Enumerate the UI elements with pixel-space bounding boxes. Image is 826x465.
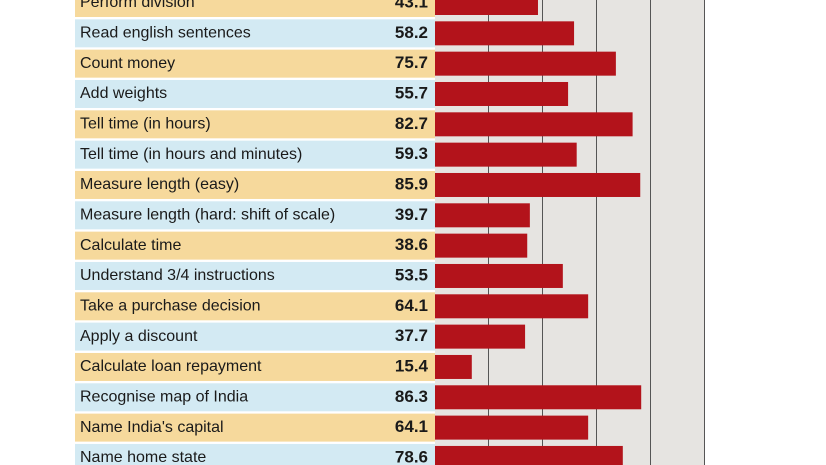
row-background: [75, 383, 435, 412]
row-background: [75, 19, 435, 48]
category-label: Calculate time: [80, 237, 181, 254]
value-label: 39.7: [395, 205, 428, 224]
value-label: 86.3: [395, 387, 428, 406]
value-label: 55.7: [395, 83, 428, 102]
value-label: 43.1: [395, 0, 428, 11]
bar: [435, 203, 530, 228]
category-label: Recognise map of India: [80, 389, 248, 406]
category-label: Take a purchase decision: [80, 298, 261, 315]
bar: [435, 81, 569, 106]
bar: [435, 445, 623, 465]
category-label: Measure length (easy): [80, 176, 239, 193]
row-background: [75, 231, 435, 260]
category-label: Add weights: [80, 85, 167, 102]
bar: [435, 112, 633, 137]
value-label: 53.5: [395, 265, 428, 284]
value-label: 37.7: [395, 326, 428, 345]
bar: [435, 385, 642, 410]
value-label: 15.4: [395, 356, 429, 375]
bar: [435, 21, 575, 46]
bar: [435, 233, 528, 258]
value-label: 38.6: [395, 235, 428, 254]
bar: [435, 263, 563, 288]
value-label: 75.7: [395, 53, 428, 72]
row-background: [75, 352, 435, 381]
category-label: Apply a discount: [80, 328, 198, 345]
row-background: [75, 322, 435, 351]
bar: [435, 142, 577, 167]
row-background: [75, 261, 435, 290]
row-background: [75, 110, 435, 139]
bar: [435, 0, 538, 15]
row-background: [75, 0, 435, 17]
bar: [435, 324, 526, 349]
category-label: Tell time (in hours): [80, 116, 211, 133]
row-background: [75, 201, 435, 230]
value-label: 78.6: [395, 447, 428, 465]
category-label: Measure length (hard: shift of scale): [80, 207, 335, 224]
category-label: Understand 3/4 instructions: [80, 267, 275, 284]
row-background: [75, 443, 435, 465]
bar: [435, 172, 641, 197]
value-label: 82.7: [395, 114, 428, 133]
row-background: [75, 49, 435, 78]
category-label: Read english sentences: [80, 25, 251, 42]
row-background: [75, 292, 435, 321]
category-label: Calculate loan repayment: [80, 358, 262, 375]
value-label: 64.1: [395, 296, 428, 315]
category-label: Perform division: [80, 0, 195, 11]
category-label: Count money: [80, 55, 175, 72]
category-label: Tell time (in hours and minutes): [80, 146, 302, 163]
row-background: [75, 140, 435, 169]
bar: [435, 51, 616, 76]
value-label: 58.2: [395, 23, 428, 42]
value-label: 85.9: [395, 174, 428, 193]
category-label: Name India's capital: [80, 419, 224, 436]
bar: [435, 354, 472, 379]
bar: [435, 294, 589, 319]
row-background: [75, 170, 435, 199]
value-label: 64.1: [395, 417, 428, 436]
value-label: 59.3: [395, 144, 428, 163]
bar: [435, 415, 589, 440]
category-label: Name home state: [80, 449, 206, 465]
row-background: [75, 413, 435, 442]
row-background: [75, 79, 435, 108]
